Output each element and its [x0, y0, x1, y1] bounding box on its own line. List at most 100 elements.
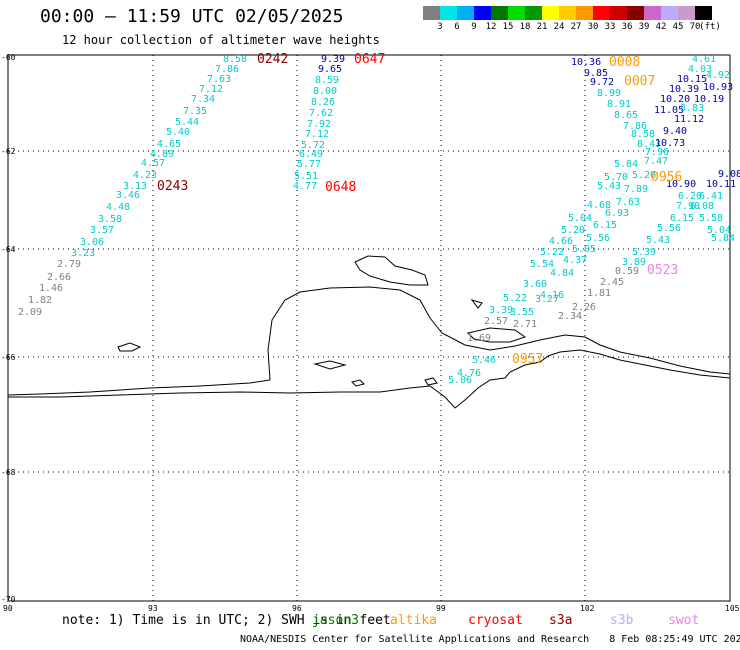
- wave-height-value: 3.57: [90, 225, 114, 236]
- wave-height-value: 4.57: [141, 158, 165, 169]
- legend-swot: swot: [668, 613, 700, 628]
- wave-height-value: 7.63: [207, 74, 231, 85]
- wave-height-value: 1.81: [587, 288, 611, 299]
- wave-height-value: 5.22: [503, 293, 527, 304]
- note-text: note: 1) Time is in UTC; 2) SWH is in fe…: [62, 613, 391, 628]
- wave-height-value: 2.26: [572, 302, 596, 313]
- wave-height-value: 8.59: [315, 75, 339, 86]
- wave-height-value: 6.93: [605, 208, 629, 219]
- scale-swatch: [457, 6, 474, 20]
- scale-swatch: [627, 6, 644, 20]
- wave-height-value: 6.08: [690, 201, 714, 212]
- legend-jason3: jason3: [312, 613, 359, 628]
- wave-height-value: 7.47: [644, 156, 668, 167]
- wave-height-value: 3.06: [80, 237, 104, 248]
- wave-height-value: 8.00: [313, 86, 337, 97]
- scale-swatch: [440, 6, 457, 20]
- wave-height-value: 5.20: [632, 170, 656, 181]
- scale-swatch: [508, 6, 525, 20]
- wave-height-value: 8.65: [614, 110, 638, 121]
- wave-height-value: 4.16: [540, 290, 564, 301]
- wave-height-value: 4.92: [706, 70, 730, 81]
- latitude-tick: -68: [1, 468, 16, 477]
- latitude-tick: -62: [1, 147, 16, 156]
- wave-height-value: 6.20: [678, 191, 702, 202]
- wave-height-value: 4.76: [457, 368, 481, 379]
- scale-label: 27: [570, 22, 582, 32]
- wave-height-value: 11.12: [674, 114, 704, 125]
- scale-swatch: [576, 6, 593, 20]
- wave-height-value: 4.66: [549, 236, 573, 247]
- map-title: 00:00 – 11:59 UTC 02/05/2025: [40, 6, 344, 27]
- scale-label: 33: [604, 22, 616, 32]
- scale-swatch: [525, 6, 542, 20]
- wave-height-value: 5.70: [604, 172, 628, 183]
- wave-height-value: 8.43: [637, 139, 661, 150]
- scale-swatch: [644, 6, 661, 20]
- pass-time-label: 0243: [157, 179, 188, 194]
- wave-height-value: 6.41: [699, 191, 723, 202]
- wave-height-value: 0.59: [615, 266, 639, 277]
- wave-height-value: 5.72: [301, 140, 325, 151]
- scale-label: 15: [502, 22, 514, 32]
- wave-height-value: 5.56: [657, 223, 681, 234]
- wave-height-value: 2.09: [18, 307, 42, 318]
- wave-height-value: 5.58: [699, 213, 723, 224]
- wave-height-value: 3.27: [535, 294, 559, 305]
- pass-time-label: 0523: [647, 263, 678, 278]
- scale-label: 21: [536, 22, 548, 32]
- wave-height-value: 7.63: [616, 197, 640, 208]
- latitude-tick: -64: [1, 245, 16, 254]
- latitude-tick: -60: [1, 53, 16, 62]
- pass-time-label: 0007: [624, 74, 655, 89]
- wave-height-value: 8.58: [631, 129, 655, 140]
- wave-height-value: 11.05: [654, 105, 684, 116]
- pass-time-label: 0647: [354, 52, 385, 67]
- wave-height-value: 5.20: [561, 225, 585, 236]
- scale-label: 30: [587, 22, 599, 32]
- wave-height-value: 7.89: [624, 184, 648, 195]
- wave-height-value: 4.03: [688, 64, 712, 75]
- wave-height-value: 10.39: [669, 84, 699, 95]
- longitude-tick: 93: [148, 604, 158, 613]
- wave-height-value: 3.13: [123, 181, 147, 192]
- longitude-tick: 105: [725, 604, 740, 613]
- credit-org: NOAA/NESDIS Center for Satellite Applica…: [240, 634, 590, 645]
- wave-height-value: 3.58: [98, 214, 122, 225]
- wave-height-value: 3.23: [71, 248, 95, 259]
- wave-height-value: 3.55: [510, 307, 534, 318]
- wave-height-value: 4.23: [133, 170, 157, 181]
- wave-height-value: 8.58: [223, 54, 247, 65]
- wave-height-value: 7.86: [623, 121, 647, 132]
- scale-label: 6: [454, 22, 460, 32]
- latitude-tick: -70: [1, 595, 16, 604]
- wave-height-value: 2.71: [513, 319, 537, 330]
- scale-swatch: [474, 6, 491, 20]
- wave-height-value: 7.90: [676, 201, 700, 212]
- wave-height-value: 4.68: [587, 200, 611, 211]
- wave-height-value: 10.36: [571, 57, 601, 68]
- scale-swatch: [661, 6, 678, 20]
- scale-swatch: [491, 6, 508, 20]
- wave-height-value: 10.93: [703, 82, 733, 93]
- wave-height-value: 5.39: [632, 247, 656, 258]
- credit-timestamp: 8 Feb 08:25:49 UTC 2025: [609, 634, 740, 645]
- pass-time-label: 0957: [512, 352, 543, 367]
- longitude-tick: 102: [580, 604, 595, 613]
- wave-height-value: 7.12: [305, 129, 329, 140]
- map-subtitle: 12 hour collection of altimeter wave hei…: [62, 33, 380, 47]
- wave-height-value: 2.66: [47, 272, 71, 283]
- wave-height-value: 9.72: [590, 77, 614, 88]
- wave-height-value: 1.82: [28, 295, 52, 306]
- scale-label: 39: [638, 22, 650, 32]
- longitude-tick-labels: 90 93 96 99 102 105: [3, 604, 740, 613]
- wave-height-value: 8.83: [680, 103, 704, 114]
- coastline: [7, 255, 731, 409]
- wave-height-value: 7.12: [199, 84, 223, 95]
- wave-height-value: 9.39: [321, 54, 345, 65]
- longitude-tick: 90: [3, 604, 13, 613]
- wave-height-value: 5.54: [530, 259, 554, 270]
- wave-height-value: 10.73: [655, 138, 685, 149]
- wave-height-value: 2.79: [57, 259, 81, 270]
- wave-height-value: 7.96: [645, 147, 669, 158]
